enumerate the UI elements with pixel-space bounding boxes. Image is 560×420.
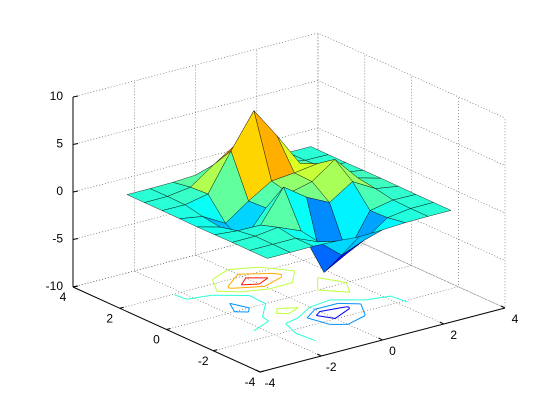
grid-line (72, 222, 506, 309)
y-tick-label: -4 (245, 375, 256, 389)
z-tick-label: -5 (52, 232, 63, 246)
contour-segment (285, 323, 297, 334)
z-tick (72, 238, 79, 240)
contour-segment (297, 306, 311, 319)
contour-segment (390, 295, 408, 303)
contour-segment (240, 288, 270, 293)
z-tick (72, 143, 79, 145)
grid-line (72, 32, 506, 119)
contour-segment (295, 332, 316, 342)
z-tick-label: -10 (46, 279, 64, 293)
contour-segment (216, 290, 241, 293)
grid-line (166, 75, 412, 330)
contour-segment (345, 282, 351, 293)
contour-segment (258, 277, 269, 285)
x-tick (500, 305, 506, 309)
y-tick (259, 370, 265, 373)
contour-segment (291, 270, 296, 283)
contour-segment (186, 294, 212, 300)
x-tick-label: 2 (450, 328, 457, 342)
contour-segment (334, 308, 350, 319)
contour-segment (174, 294, 187, 300)
contour-segment (314, 302, 339, 310)
contour-segment (262, 303, 267, 318)
z-tick-label: 5 (56, 137, 63, 151)
y-tick (213, 349, 218, 352)
contour-segment (264, 276, 282, 287)
z-tick (72, 190, 79, 193)
contour-segment (317, 289, 350, 293)
contour-segment (317, 277, 347, 284)
contour-segment (241, 283, 260, 286)
grid-line (72, 175, 506, 261)
contour-segment (253, 320, 269, 332)
contour-segment (240, 277, 247, 286)
contour-segment (306, 308, 316, 319)
contour-segment (277, 307, 299, 310)
y-tick (166, 328, 171, 330)
x-tick (378, 337, 383, 341)
contour-segment (247, 307, 250, 313)
contour-segment (360, 303, 366, 316)
contour-segment (269, 282, 293, 290)
contour-segment (212, 269, 229, 280)
contour-segment (256, 298, 266, 305)
contour-segment (227, 266, 259, 271)
contour-segment (237, 272, 273, 275)
z-tick (72, 95, 79, 98)
y-tick-label: -2 (198, 354, 209, 368)
contour-segment (288, 307, 299, 315)
y-tick (119, 306, 124, 309)
grid-line (213, 96, 459, 352)
contour-segment (315, 311, 321, 316)
x-tick-label: 0 (389, 344, 396, 358)
contour-segment (227, 286, 230, 289)
z-tick (72, 285, 79, 288)
contour-segment (285, 317, 299, 324)
contour-segment (262, 316, 269, 322)
contour-segment (272, 272, 282, 275)
grid-line (119, 54, 366, 309)
contour-segment (348, 306, 350, 309)
x-tick-label: -2 (326, 360, 337, 374)
contour-segment (212, 279, 218, 292)
contour-segment (229, 302, 250, 309)
y-tick-label: 4 (60, 290, 67, 304)
contour-segment (260, 266, 295, 272)
contour-segment (227, 273, 239, 287)
contour-segment (275, 308, 278, 314)
contour-segment (309, 299, 331, 308)
contour-segment (229, 303, 235, 312)
contour-segment (347, 315, 366, 325)
y-tick-label: 0 (153, 333, 160, 347)
z-tick-label: 10 (50, 89, 64, 103)
contour-segment (280, 274, 283, 278)
z-tick-label: 0 (56, 184, 63, 198)
contour-segment (316, 314, 336, 319)
x-tick (439, 321, 444, 325)
x-tick (255, 369, 261, 373)
surface-patch (249, 244, 291, 259)
x-tick (317, 353, 322, 357)
x-tick-label: 4 (512, 312, 519, 326)
contour-segment (249, 294, 257, 300)
contour-segment (232, 285, 265, 289)
grid-line (72, 127, 506, 214)
contour-segment (319, 306, 346, 313)
contour-segment (307, 317, 331, 325)
x-tick-label: -4 (265, 376, 276, 390)
y-tick-label: 2 (106, 311, 113, 325)
grid-line (72, 80, 506, 166)
contour-segment (366, 295, 391, 301)
